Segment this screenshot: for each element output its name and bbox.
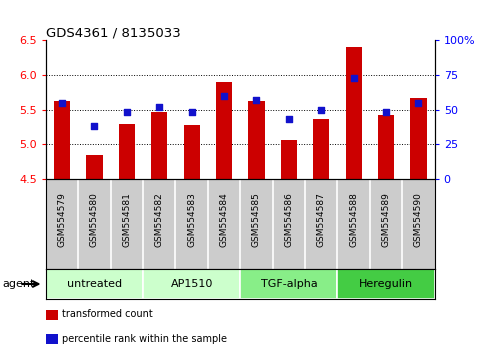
Bar [46,269,143,299]
Bar [241,269,338,299]
Bar [119,124,135,179]
Point [317,107,325,113]
Point [253,97,260,103]
Text: GSM554579: GSM554579 [57,193,67,247]
Bar [86,155,102,179]
Bar [313,119,329,179]
Text: GSM554580: GSM554580 [90,193,99,247]
Text: GSM554583: GSM554583 [187,193,196,247]
Point [350,75,357,81]
Text: untreated: untreated [67,279,122,289]
Point [188,110,196,115]
Bar [54,101,70,179]
Text: GSM554581: GSM554581 [122,193,131,247]
Bar [184,125,200,179]
Text: GSM554582: GSM554582 [155,193,164,247]
Bar [248,101,265,179]
Text: Heregulin: Heregulin [359,279,413,289]
Point [414,100,422,105]
Text: GSM554589: GSM554589 [382,193,391,247]
Text: AP1510: AP1510 [170,279,213,289]
Bar [143,269,241,299]
Bar [216,82,232,179]
Text: TGF-alpha: TGF-alpha [260,279,317,289]
Text: transformed count: transformed count [62,309,153,319]
Bar [151,112,168,179]
Text: GSM554590: GSM554590 [414,193,423,247]
Text: GSM554588: GSM554588 [349,193,358,247]
Point [220,93,228,99]
Point [123,110,131,115]
Text: GSM554586: GSM554586 [284,193,293,247]
Text: agent: agent [2,279,35,289]
Text: GSM554585: GSM554585 [252,193,261,247]
Point [285,116,293,122]
Bar [338,269,435,299]
Text: GSM554587: GSM554587 [317,193,326,247]
Point [382,110,390,115]
Text: percentile rank within the sample: percentile rank within the sample [62,334,227,344]
Bar [281,140,297,179]
Text: GSM554584: GSM554584 [220,193,228,247]
Bar [411,98,426,179]
Point [91,124,99,129]
Bar [378,115,394,179]
Text: GDS4361 / 8135033: GDS4361 / 8135033 [46,26,181,39]
Point [156,104,163,110]
Bar [346,47,362,179]
Point [58,100,66,105]
